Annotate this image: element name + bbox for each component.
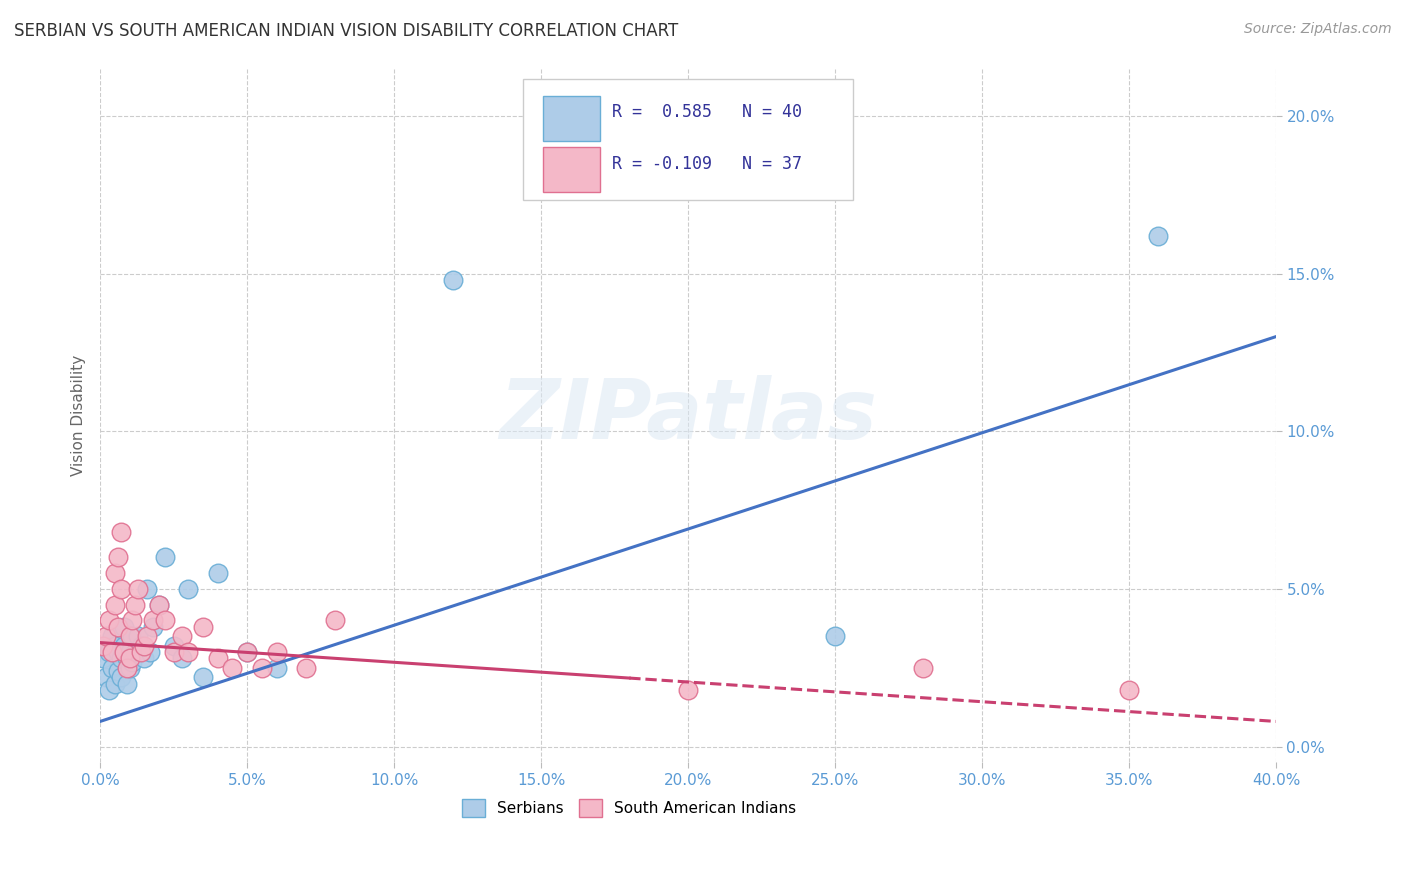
Point xyxy=(110,582,132,596)
Text: R =  0.585   N = 40: R = 0.585 N = 40 xyxy=(612,103,801,121)
Point xyxy=(129,645,152,659)
Point xyxy=(129,639,152,653)
Point xyxy=(266,661,288,675)
Point xyxy=(136,629,159,643)
Text: Source: ZipAtlas.com: Source: ZipAtlas.com xyxy=(1244,22,1392,37)
Point xyxy=(127,629,149,643)
Point xyxy=(110,525,132,540)
Point xyxy=(191,670,214,684)
Point xyxy=(148,598,170,612)
Point xyxy=(323,614,346,628)
Point xyxy=(94,639,117,653)
Point xyxy=(91,651,114,665)
Point xyxy=(101,645,124,659)
Point xyxy=(1118,682,1140,697)
Point xyxy=(295,661,318,675)
Point xyxy=(97,682,120,697)
Point xyxy=(177,582,200,596)
Point xyxy=(142,620,165,634)
Point xyxy=(162,639,184,653)
Point xyxy=(107,664,129,678)
Point xyxy=(121,629,143,643)
Point xyxy=(115,661,138,675)
Point xyxy=(107,550,129,565)
Point xyxy=(207,651,229,665)
Point xyxy=(110,670,132,684)
Point xyxy=(134,651,156,665)
Point xyxy=(121,655,143,669)
Point xyxy=(121,614,143,628)
FancyBboxPatch shape xyxy=(544,147,600,192)
Text: ZIPatlas: ZIPatlas xyxy=(499,375,877,456)
Point xyxy=(124,598,146,612)
Point xyxy=(104,566,127,581)
Legend: Serbians, South American Indians: Serbians, South American Indians xyxy=(454,791,804,824)
Point xyxy=(112,645,135,659)
Point xyxy=(107,645,129,659)
Point xyxy=(127,582,149,596)
Point xyxy=(118,645,141,659)
Point xyxy=(153,550,176,565)
Point xyxy=(104,639,127,653)
Point xyxy=(94,670,117,684)
Point xyxy=(912,661,935,675)
Point xyxy=(142,614,165,628)
Text: R = -0.109   N = 37: R = -0.109 N = 37 xyxy=(612,154,801,172)
Point xyxy=(101,629,124,643)
Point xyxy=(824,629,846,643)
Point xyxy=(191,620,214,634)
Point xyxy=(236,645,259,659)
Point xyxy=(97,645,120,659)
Point xyxy=(172,651,194,665)
Point xyxy=(676,682,699,697)
Point xyxy=(177,645,200,659)
Point xyxy=(153,614,176,628)
Point xyxy=(162,645,184,659)
Point xyxy=(118,651,141,665)
Point xyxy=(266,645,288,659)
Point xyxy=(104,598,127,612)
Point xyxy=(118,629,141,643)
Point xyxy=(101,661,124,675)
Text: SERBIAN VS SOUTH AMERICAN INDIAN VISION DISABILITY CORRELATION CHART: SERBIAN VS SOUTH AMERICAN INDIAN VISION … xyxy=(14,22,678,40)
Point xyxy=(207,566,229,581)
Point xyxy=(250,661,273,675)
Point xyxy=(134,639,156,653)
Point xyxy=(124,645,146,659)
Point xyxy=(1147,228,1170,243)
Point xyxy=(136,582,159,596)
Point xyxy=(107,620,129,634)
Point xyxy=(91,639,114,653)
Point xyxy=(221,661,243,675)
Point xyxy=(94,629,117,643)
Y-axis label: Vision Disability: Vision Disability xyxy=(72,355,86,476)
FancyBboxPatch shape xyxy=(523,78,852,201)
Point xyxy=(236,645,259,659)
Point xyxy=(118,661,141,675)
Point xyxy=(148,598,170,612)
Point xyxy=(115,676,138,690)
Point xyxy=(172,629,194,643)
FancyBboxPatch shape xyxy=(544,96,600,141)
Point xyxy=(112,639,135,653)
Point xyxy=(441,273,464,287)
Point xyxy=(110,651,132,665)
Point xyxy=(112,620,135,634)
Point xyxy=(139,645,162,659)
Point xyxy=(97,614,120,628)
Point xyxy=(104,676,127,690)
Point xyxy=(115,651,138,665)
